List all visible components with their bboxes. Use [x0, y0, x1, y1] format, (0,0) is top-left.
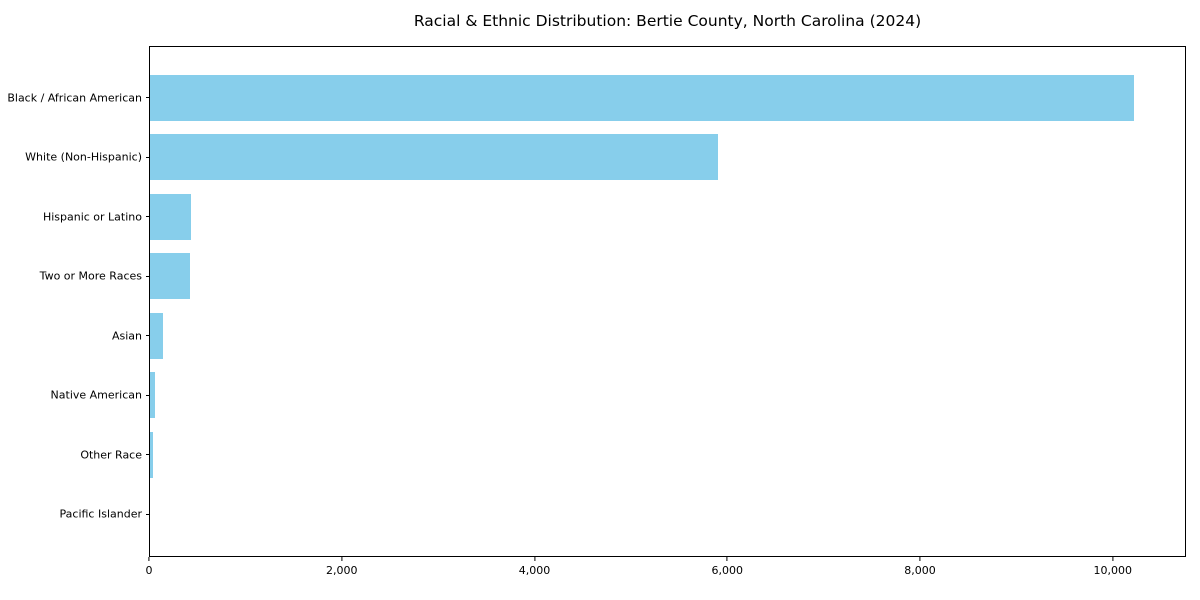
x-tick-label: 4,000 — [518, 564, 551, 577]
y-tick — [146, 275, 150, 277]
bar — [150, 74, 1135, 121]
category-label: White (Non-Hispanic) — [25, 150, 142, 164]
x-tick-label: 8,000 — [904, 564, 936, 577]
category-label: Asian — [111, 329, 142, 343]
x-tick-label: 10,000 — [1093, 564, 1133, 577]
y-tick — [146, 97, 150, 99]
x-tick — [1112, 557, 1114, 561]
category-label: Other Race — [80, 448, 142, 462]
bar — [150, 193, 192, 240]
category-label: Native American — [50, 388, 142, 402]
bar-row: Black / African American — [7, 68, 1185, 128]
y-tick — [146, 156, 150, 158]
y-tick — [146, 454, 150, 456]
bar — [150, 253, 191, 300]
x-tick-label: 2,000 — [326, 564, 358, 577]
bar-row: Two or More Races — [40, 247, 1185, 307]
x-tick — [726, 557, 728, 561]
y-tick — [146, 216, 150, 218]
y-tick — [146, 513, 150, 515]
bar-row: Pacific Islander — [60, 485, 1185, 545]
bar — [150, 312, 163, 359]
category-label: Pacific Islander — [59, 507, 142, 521]
bar-row: Native American — [51, 366, 1185, 426]
category-label: Two or More Races — [39, 269, 142, 283]
category-label: Black / African American — [7, 91, 142, 105]
x-tick — [533, 557, 536, 561]
bars-container: Black / African American White (Non-Hispa… — [7, 47, 1185, 556]
bar-row: Asian — [112, 306, 1185, 366]
x-axis: 0 2,000 4,000 6,000 8,000 10,000 — [145, 556, 1186, 588]
x-tick — [341, 557, 343, 561]
bar — [150, 134, 718, 181]
x-tick — [919, 557, 921, 561]
x-tick — [148, 557, 150, 561]
y-tick — [146, 335, 150, 337]
bar-row: Other Race — [80, 425, 1185, 485]
bar-row: Hispanic or Latino — [43, 187, 1185, 247]
x-tick-label: 0 — [145, 564, 153, 577]
x-tick-label: 6,000 — [711, 564, 744, 577]
bar-row: White (Non-Hispanic) — [25, 128, 1185, 188]
bar — [150, 372, 155, 419]
chart-title: Racial & Ethnic Distribution: Bertie Cou… — [413, 12, 922, 30]
plot-area: Black / African American White (Non-Hispa… — [7, 46, 1186, 557]
bar — [150, 431, 153, 478]
y-tick — [146, 394, 150, 396]
category-label: Hispanic or Latino — [42, 210, 142, 224]
